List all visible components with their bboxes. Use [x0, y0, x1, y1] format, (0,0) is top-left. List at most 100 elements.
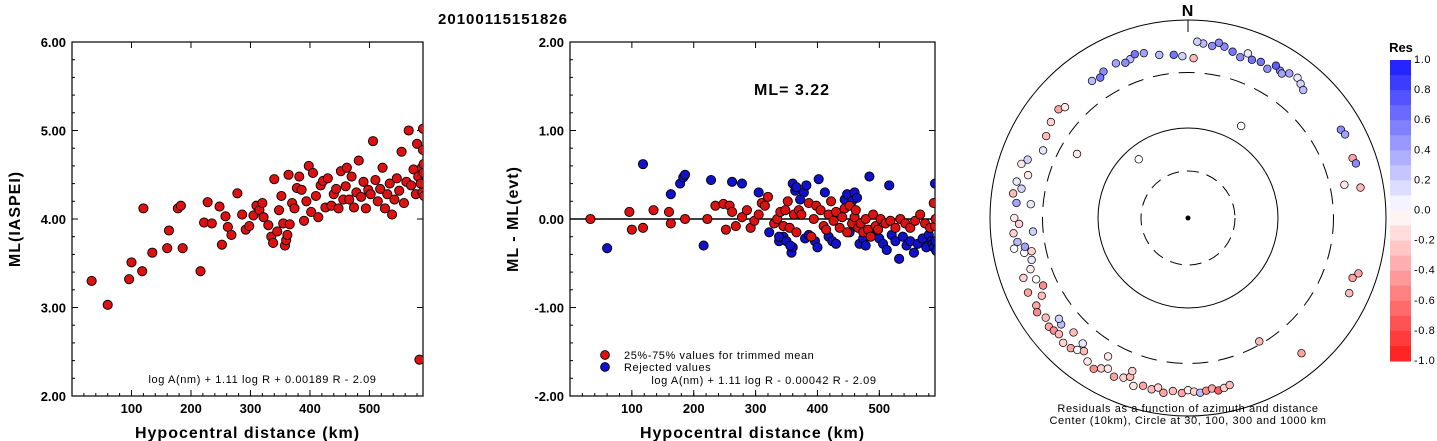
data-point	[852, 192, 863, 203]
data-point	[706, 175, 717, 186]
data-point	[585, 213, 596, 225]
colorbar-swatch	[1390, 105, 1411, 121]
data-point	[137, 266, 148, 277]
data-point	[372, 196, 383, 207]
colorbar-tick-label: 0.2	[1414, 174, 1431, 186]
station-point	[1046, 117, 1056, 127]
y-tick-label: 6.00	[41, 35, 66, 50]
data-point	[258, 212, 269, 223]
x-tick-label: 200	[683, 401, 705, 416]
data-point	[384, 178, 395, 189]
data-point	[344, 194, 355, 205]
data-point	[322, 173, 333, 184]
data-point	[283, 169, 294, 180]
data-point	[244, 221, 255, 232]
data-point	[126, 257, 137, 268]
data-point	[826, 196, 837, 207]
data-point	[624, 206, 635, 217]
y-tick-label: 1.00	[539, 124, 564, 139]
data-point	[341, 162, 352, 173]
data-point	[365, 189, 376, 200]
data-point	[929, 221, 935, 232]
station-point	[1069, 328, 1078, 337]
data-point	[353, 155, 364, 166]
colorbar-swatch	[1390, 210, 1411, 227]
data-point	[791, 182, 802, 193]
data-point	[313, 212, 324, 223]
data-point	[333, 203, 344, 214]
center-dot	[1185, 215, 1191, 221]
station-point	[1236, 121, 1246, 131]
station-point	[1297, 349, 1306, 358]
data-point	[860, 213, 871, 225]
data-point	[147, 247, 158, 258]
data-point	[680, 213, 691, 225]
colorbar-swatch	[1390, 75, 1411, 91]
x-tick-label: 400	[299, 401, 321, 416]
data-point	[226, 229, 237, 240]
station-point	[1072, 149, 1082, 159]
data-point	[412, 138, 423, 149]
station-point	[1138, 381, 1148, 390]
data-point	[102, 299, 113, 310]
data-point	[890, 222, 901, 233]
data-point	[389, 194, 400, 205]
station-point	[1020, 242, 1030, 251]
data-point	[806, 231, 817, 242]
data-point	[394, 185, 405, 196]
x-axis-label: Hypocentral distance (km)	[135, 425, 360, 441]
station-point	[1028, 227, 1038, 236]
polar-caption-1: Residuals as a function of azimuth and d…	[1057, 403, 1318, 415]
data-point	[414, 354, 423, 365]
station-point	[1134, 155, 1143, 164]
legend-rejected-label: Rejected values	[624, 362, 711, 374]
panel-middle: -2.00 -1.00 0.00 1.00 2.00 100 200 300 400 500Hyp…	[505, 35, 936, 441]
data-point	[795, 194, 806, 205]
y-tick-label: -1.00	[534, 301, 564, 316]
data-point	[237, 209, 248, 220]
data-point	[881, 244, 892, 256]
station-point	[1012, 177, 1021, 186]
data-point	[340, 181, 351, 192]
station-point	[1354, 269, 1363, 278]
station-point	[1155, 50, 1164, 60]
data-point	[894, 253, 905, 264]
colorbar-swatch	[1390, 135, 1411, 151]
station-point	[1103, 364, 1113, 373]
data-point	[367, 136, 379, 147]
colorbar-swatch	[1390, 255, 1411, 272]
y-axis-label: ML - ML(evt)	[505, 166, 522, 272]
data-point	[868, 209, 879, 220]
colorbar-swatch	[1390, 60, 1411, 76]
station-point	[1111, 59, 1121, 68]
station-point	[1009, 244, 1019, 253]
data-point	[890, 236, 901, 247]
station-point	[1255, 337, 1264, 346]
station-point	[1096, 73, 1105, 82]
station-point	[1009, 229, 1018, 238]
legend-rejected-marker	[600, 362, 610, 372]
x-tick-label: 500	[359, 401, 381, 416]
station-point	[1037, 291, 1046, 300]
data-point	[762, 191, 774, 202]
station-point	[1109, 372, 1119, 381]
ring-300km	[1042, 72, 1334, 364]
data-point	[780, 205, 791, 216]
station-point	[1026, 265, 1035, 274]
station-point	[1032, 308, 1042, 317]
station-point	[1038, 146, 1048, 155]
colorbar-swatch	[1390, 315, 1411, 332]
data-point	[842, 227, 853, 238]
data-point	[915, 209, 926, 220]
data-point	[865, 231, 876, 242]
station-point	[1089, 364, 1098, 374]
colorbar-swatch	[1390, 225, 1411, 242]
colorbar-tick-label: -0.4	[1414, 265, 1435, 277]
data-point	[753, 187, 764, 198]
station-point	[1027, 255, 1036, 265]
data-point	[331, 183, 342, 194]
data-point	[637, 222, 649, 233]
data-point	[415, 178, 423, 189]
colorbar-swatch	[1390, 165, 1411, 181]
